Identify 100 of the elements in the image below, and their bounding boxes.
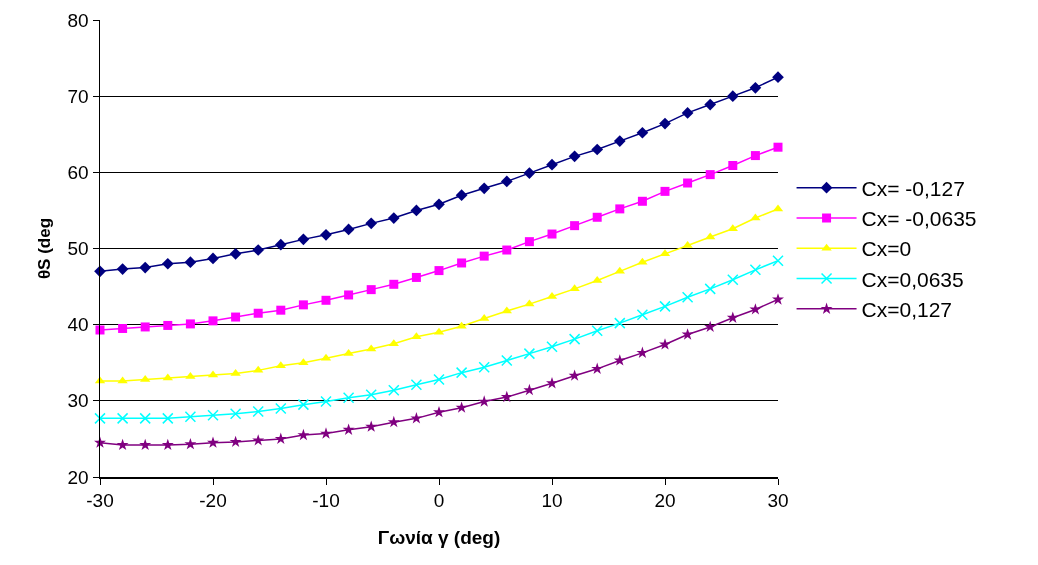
point — [231, 312, 241, 322]
x-tick-label: 20 — [654, 490, 676, 512]
point — [750, 151, 760, 161]
point — [365, 420, 378, 432]
point — [139, 438, 152, 451]
point — [523, 167, 536, 179]
point — [433, 405, 445, 418]
point — [433, 198, 445, 211]
point — [523, 347, 536, 360]
point — [591, 143, 604, 156]
point — [749, 81, 762, 94]
point — [365, 388, 377, 401]
point — [546, 341, 558, 353]
point — [568, 333, 581, 345]
point — [726, 90, 739, 103]
y-tick-label: 80 — [67, 9, 89, 31]
point — [389, 279, 399, 289]
point — [252, 405, 264, 418]
point — [184, 411, 197, 423]
point — [500, 175, 513, 188]
point — [230, 368, 241, 376]
x-tick-label: -30 — [86, 490, 114, 512]
point — [320, 228, 332, 241]
point — [185, 371, 196, 379]
point — [546, 377, 558, 389]
point — [410, 204, 423, 217]
point — [591, 325, 603, 337]
point — [185, 319, 195, 329]
y-tick-label: 50 — [67, 238, 89, 260]
point — [342, 223, 355, 236]
point — [637, 196, 647, 206]
point — [434, 266, 444, 276]
point — [727, 273, 739, 286]
y-tick-label: 20 — [67, 466, 89, 488]
point — [681, 291, 694, 303]
point — [773, 142, 783, 152]
point — [163, 320, 173, 330]
point — [455, 189, 468, 202]
point — [749, 264, 762, 276]
legend-label: Cx=0,0635 — [861, 267, 964, 291]
point — [253, 308, 263, 318]
y-tick-label: 30 — [67, 390, 89, 412]
point — [659, 300, 671, 313]
legend-label: Cx= -0,0635 — [861, 207, 977, 231]
legend-label: Cx= -0,127 — [861, 176, 965, 200]
point — [433, 373, 445, 386]
point — [705, 232, 716, 240]
x-tick-label: -20 — [199, 490, 227, 512]
point — [659, 117, 671, 130]
point — [229, 408, 242, 420]
point — [726, 311, 739, 323]
point — [660, 186, 670, 196]
point — [140, 322, 150, 332]
point — [568, 150, 581, 163]
point — [591, 362, 604, 374]
point — [410, 379, 423, 391]
point — [253, 365, 264, 373]
point — [297, 398, 310, 411]
point — [614, 317, 626, 329]
point — [410, 412, 423, 424]
point — [342, 423, 355, 435]
point — [704, 320, 717, 333]
point — [615, 204, 625, 214]
point — [592, 275, 603, 283]
legend-label: Cx=0,127 — [861, 298, 953, 322]
point — [592, 212, 602, 222]
point — [524, 237, 534, 247]
point — [342, 392, 355, 404]
point — [455, 401, 468, 413]
point — [523, 383, 536, 396]
point — [276, 305, 286, 315]
point — [320, 395, 332, 408]
point — [547, 229, 557, 239]
point — [139, 261, 152, 274]
point — [614, 266, 625, 274]
point — [411, 332, 422, 340]
point — [546, 158, 558, 171]
point — [94, 265, 106, 278]
point — [118, 323, 128, 333]
point — [683, 178, 693, 188]
point — [502, 245, 512, 255]
y-tick-label: 60 — [67, 161, 89, 183]
point — [116, 263, 129, 275]
point — [366, 344, 377, 352]
point — [568, 369, 581, 381]
point — [705, 170, 715, 180]
point — [116, 438, 129, 451]
point — [704, 283, 716, 295]
point — [457, 258, 467, 268]
point — [682, 240, 693, 248]
point — [681, 107, 694, 119]
point — [321, 295, 331, 305]
x-axis-title: Γωνία γ (deg) — [377, 526, 501, 548]
point — [274, 432, 287, 445]
x-tick-label: 0 — [433, 490, 445, 512]
point — [501, 306, 512, 314]
point — [749, 303, 762, 315]
legend-label: Cx=0 — [861, 237, 912, 261]
point — [366, 285, 376, 295]
point — [455, 366, 468, 379]
